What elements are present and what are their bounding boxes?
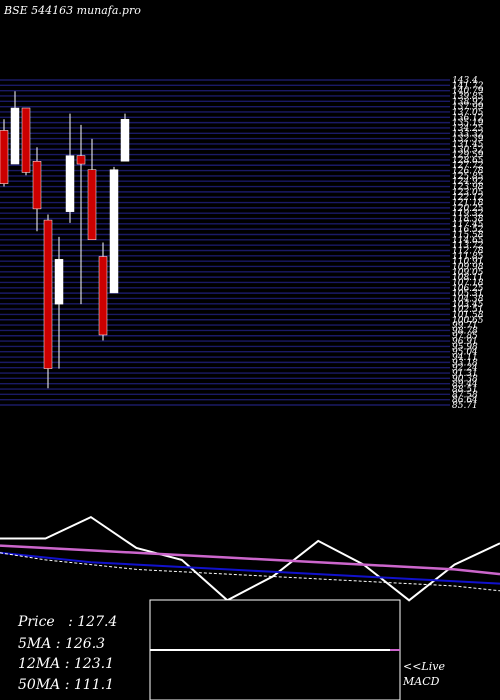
- y-tick-label: 101.58: [452, 310, 484, 320]
- y-tick-label: 125.85: [452, 172, 484, 182]
- y-tick-label: 86.64: [452, 396, 478, 406]
- stat-5ma: 5MA : 126.3: [18, 636, 106, 652]
- candle-body: [54, 259, 64, 305]
- y-tick-label: 112.78: [452, 246, 484, 256]
- candle-body: [32, 161, 42, 210]
- y-tick-label: 95.98: [452, 342, 478, 352]
- y-tick-label: 111.85: [452, 252, 484, 262]
- y-tick-label: 137.99: [452, 103, 484, 113]
- indicator-line: [0, 515, 500, 602]
- stat-value: 123.1: [73, 656, 114, 672]
- y-tick-label: 132.39: [452, 135, 484, 145]
- y-tick-label: 117.45: [452, 220, 484, 230]
- candle-body: [120, 118, 130, 162]
- y-tick-labels: 143.4141.72140.79139.85138.92137.99137.0…: [452, 76, 484, 411]
- y-tick-label: 89.44: [452, 380, 478, 390]
- y-tick-label: 140.79: [452, 87, 484, 97]
- candle-body: [87, 169, 97, 240]
- y-tick-label: 100.65: [452, 316, 484, 326]
- indicator-line: [0, 551, 500, 585]
- y-tick-label: 131.45: [452, 140, 484, 150]
- y-tick-label: 134.25: [452, 124, 484, 134]
- indicator-line: [0, 552, 500, 592]
- candle-body: [43, 219, 53, 369]
- candle-body: [65, 155, 75, 212]
- y-tick-label: 136.12: [452, 113, 484, 123]
- candles: [0, 91, 130, 389]
- y-tick-label: 113.72: [452, 241, 484, 251]
- candle-body: [98, 256, 108, 336]
- stat-value: 111.1: [73, 677, 114, 693]
- stat-12ma: 12MA : 123.1: [18, 656, 114, 672]
- candle-body: [10, 107, 20, 165]
- y-tick-label: 122.12: [452, 193, 484, 203]
- y-tick-label: 88.51: [452, 385, 478, 395]
- y-tick-label: 90.38: [452, 374, 478, 384]
- price-grid: [0, 79, 450, 406]
- y-tick-label: 102.51: [452, 305, 484, 315]
- y-tick-label: 116.52: [452, 225, 484, 235]
- y-tick-label: 107.18: [452, 278, 484, 288]
- y-tick-label: 93.18: [452, 358, 478, 368]
- stat-label: 50MA: [18, 677, 61, 693]
- y-tick-label: 137.05: [452, 108, 484, 118]
- y-tick-label: 85.71: [452, 401, 478, 411]
- y-tick-label: 133.32: [452, 129, 484, 139]
- stat-price: Price : 127.4: [18, 614, 118, 630]
- y-tick-label: 139.85: [452, 92, 484, 102]
- y-tick-label: 87.58: [452, 390, 478, 400]
- candle-body: [21, 107, 31, 173]
- y-tick-label: 109.98: [452, 262, 484, 272]
- y-tick-label: 94.11: [452, 353, 478, 363]
- y-tick-label: 91.31: [452, 369, 478, 379]
- y-tick-label: 92.24: [452, 364, 478, 374]
- candle-body: [109, 169, 119, 294]
- y-tick-label: 135.19: [452, 119, 484, 129]
- y-tick-label: 127.72: [452, 161, 484, 171]
- y-tick-label: 121.18: [452, 199, 484, 209]
- y-tick-label: 114.65: [452, 236, 484, 246]
- y-tick-label: 123.98: [452, 183, 484, 193]
- y-tick-label: 108.11: [452, 273, 484, 283]
- y-tick-label: 138.92: [452, 97, 484, 107]
- y-tick-label: 143.4: [452, 76, 478, 86]
- y-tick-label: 106.25: [452, 284, 484, 294]
- y-tick-label: 104.38: [452, 294, 484, 304]
- y-tick-label: 99.71: [452, 321, 478, 331]
- y-tick-label: 95.04: [452, 348, 478, 358]
- y-tick-label: 115.58: [452, 231, 484, 241]
- y-tick-label: 118.38: [452, 215, 484, 225]
- indicator-lines: [0, 515, 500, 602]
- y-tick-label: 126.78: [452, 167, 484, 177]
- y-tick-label: 105.31: [452, 289, 484, 299]
- y-tick-label: 109.05: [452, 268, 484, 278]
- chart-header: BSE 544163 munafa.pro: [4, 4, 141, 17]
- y-tick-label: 110.91: [452, 257, 484, 267]
- candle-body: [76, 155, 86, 165]
- macd-label: MACD: [403, 675, 440, 688]
- y-tick-label: 119.32: [452, 209, 484, 219]
- stat-50ma: 50MA : 111.1: [18, 677, 114, 693]
- y-tick-label: 124.92: [452, 177, 484, 187]
- candle-body: [0, 130, 9, 184]
- indicator-line: [0, 544, 500, 576]
- stat-label: 12MA: [18, 656, 61, 672]
- y-tick-label: 97.85: [452, 332, 478, 342]
- y-tick-label: 141.72: [452, 81, 484, 91]
- y-tick-label: 123.05: [452, 188, 484, 198]
- y-tick-label: 128.65: [452, 156, 484, 166]
- stat-value: 126.3: [64, 636, 106, 652]
- y-tick-label: 98.78: [452, 326, 478, 336]
- stat-label: Price: [18, 614, 55, 630]
- stat-label: 5MA: [18, 636, 52, 652]
- y-tick-label: 103.45: [452, 300, 484, 310]
- stat-value: 127.4: [77, 614, 118, 630]
- y-tick-label: 120.25: [452, 204, 484, 214]
- live-label: <<Live: [403, 660, 445, 673]
- y-tick-label: 96.91: [452, 337, 478, 347]
- y-tick-label: 129.59: [452, 151, 484, 161]
- y-tick-label: 130.52: [452, 145, 484, 155]
